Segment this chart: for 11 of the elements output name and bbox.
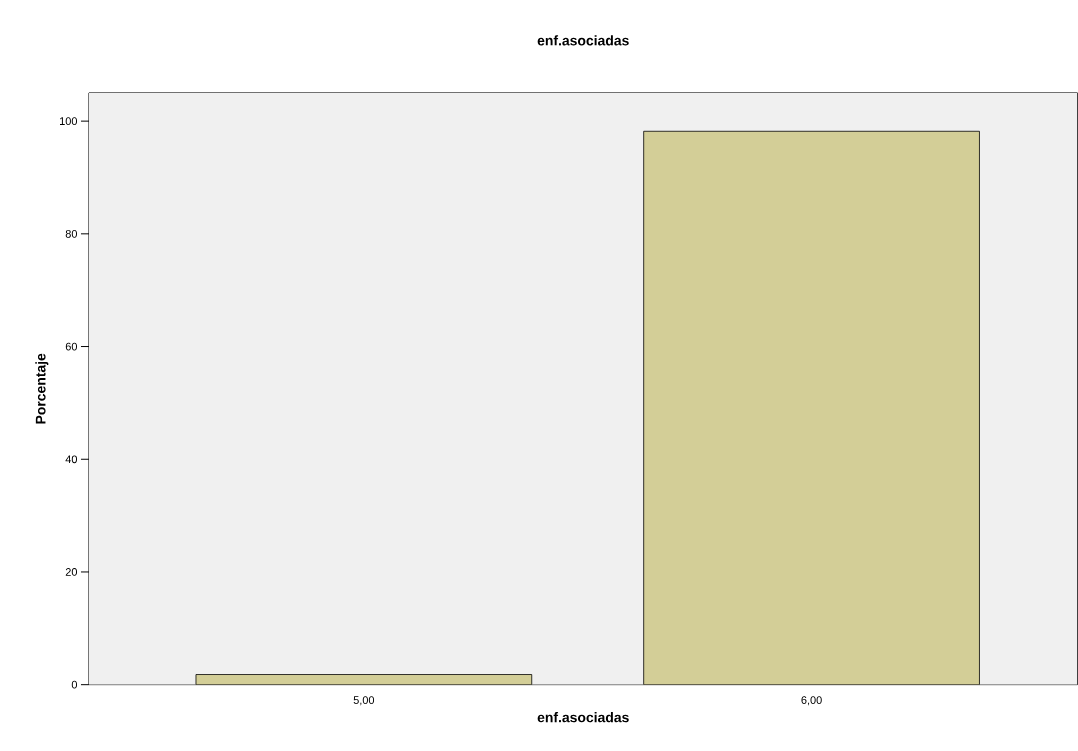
y-tick-label: 80 [65, 230, 78, 238]
chart-title: enf.asociadas [537, 35, 629, 46]
x-tick-label: 6,00 [801, 696, 822, 706]
y-tick-label: 60 [65, 342, 78, 351]
y-tick-label: 100 [60, 117, 78, 126]
y-axis-title: Porcentaje [35, 353, 49, 424]
y-tick-label: 20 [65, 568, 78, 577]
y-tick-label: 0 [71, 680, 78, 689]
x-tick-label: 5,00 [353, 696, 375, 706]
y-tick-label: 40 [65, 455, 78, 464]
x-axis-title: enf.asociadas [537, 712, 629, 723]
